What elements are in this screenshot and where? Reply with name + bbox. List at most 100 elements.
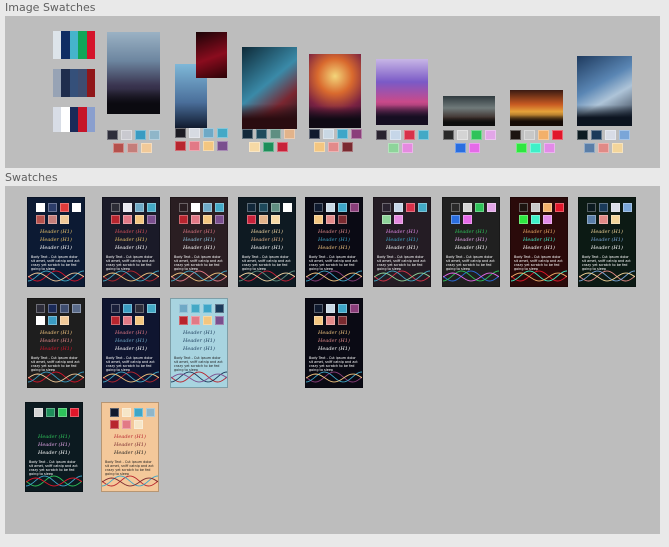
color-chip[interactable] — [487, 203, 496, 212]
extracted-swatch[interactable] — [217, 128, 228, 138]
color-chip[interactable] — [48, 316, 57, 325]
color-chip[interactable] — [58, 408, 67, 417]
color-chip[interactable] — [314, 304, 323, 313]
color-chip[interactable] — [111, 304, 120, 313]
extracted-swatch[interactable] — [175, 141, 186, 151]
color-chip[interactable] — [543, 203, 552, 212]
extracted-swatch[interactable] — [351, 129, 362, 139]
color-chip[interactable] — [60, 215, 69, 224]
color-chip[interactable] — [283, 203, 292, 212]
extracted-swatch[interactable] — [217, 141, 228, 151]
swatch-card[interactable]: Header (H1) Header (H1) Header (H1) Body Te… — [102, 197, 160, 287]
color-chip[interactable] — [147, 304, 156, 313]
extracted-swatch[interactable] — [342, 142, 353, 152]
color-chip[interactable] — [587, 215, 596, 224]
color-chip[interactable] — [611, 215, 620, 224]
extracted-swatch[interactable] — [418, 130, 429, 140]
color-chip[interactable] — [111, 215, 120, 224]
color-chip[interactable] — [418, 203, 427, 212]
color-chip[interactable] — [463, 203, 472, 212]
color-chip[interactable] — [134, 408, 143, 417]
color-chip[interactable] — [60, 316, 69, 325]
swatch-card[interactable]: Header (H1) Header (H1) Header (H1) Body Te… — [442, 197, 500, 287]
extracted-swatch[interactable] — [529, 143, 541, 153]
color-chip[interactable] — [451, 203, 460, 212]
color-chip[interactable] — [179, 304, 188, 313]
color-chip[interactable] — [36, 304, 45, 313]
extracted-swatch[interactable] — [543, 143, 555, 153]
color-chip[interactable] — [338, 316, 347, 325]
source-image[interactable] — [196, 32, 227, 78]
source-image[interactable] — [242, 47, 297, 129]
extracted-swatch[interactable] — [262, 142, 274, 152]
color-chip[interactable] — [60, 203, 69, 212]
swatch-card[interactable]: Header (H1) Header (H1) Header (H1) Body Te… — [373, 197, 431, 287]
color-chip[interactable] — [123, 304, 132, 313]
color-chip[interactable] — [123, 316, 132, 325]
color-chip[interactable] — [191, 316, 200, 325]
color-chip[interactable] — [147, 215, 156, 224]
extracted-swatch[interactable] — [107, 130, 118, 140]
extracted-swatch[interactable] — [443, 130, 454, 140]
extracted-swatch[interactable] — [242, 129, 253, 139]
color-chip[interactable] — [543, 215, 552, 224]
color-chip[interactable] — [123, 203, 132, 212]
color-chip[interactable] — [531, 203, 540, 212]
source-image[interactable] — [510, 90, 563, 126]
color-chip[interactable] — [179, 316, 188, 325]
extracted-swatch[interactable] — [388, 143, 399, 153]
color-chip[interactable] — [135, 215, 144, 224]
source-image[interactable] — [443, 96, 495, 126]
extracted-swatch[interactable] — [323, 129, 334, 139]
extracted-swatch[interactable] — [469, 143, 480, 153]
extracted-swatch[interactable] — [121, 130, 132, 140]
color-chip[interactable] — [179, 215, 188, 224]
color-chip[interactable] — [34, 408, 43, 417]
extracted-swatch[interactable] — [583, 143, 595, 153]
color-chip[interactable] — [519, 203, 528, 212]
extracted-swatch[interactable] — [203, 128, 214, 138]
swatch-card[interactable]: Header (H1) Header (H1) Header (H1) Body Te… — [170, 298, 228, 388]
color-chip[interactable] — [599, 215, 608, 224]
color-chip[interactable] — [531, 215, 540, 224]
color-chip[interactable] — [135, 203, 144, 212]
extracted-swatch[interactable] — [140, 143, 152, 153]
color-chip[interactable] — [215, 203, 224, 212]
color-chip[interactable] — [623, 203, 632, 212]
color-chip[interactable] — [451, 215, 460, 224]
source-image[interactable] — [577, 56, 632, 126]
color-chip[interactable] — [350, 203, 359, 212]
extracted-swatch[interactable] — [538, 130, 549, 140]
color-chip[interactable] — [215, 316, 224, 325]
color-chip[interactable] — [314, 215, 323, 224]
color-chip[interactable] — [463, 215, 472, 224]
extracted-swatch[interactable] — [510, 130, 521, 140]
color-chip[interactable] — [326, 316, 335, 325]
swatch-card[interactable]: Header (H1) Header (H1) Header (H1) Body Te… — [27, 298, 85, 388]
swatch-card[interactable]: Header (H1) Header (H1) Header (H1) Body Te… — [578, 197, 636, 287]
color-chip[interactable] — [382, 203, 391, 212]
color-chip[interactable] — [338, 304, 347, 313]
color-chip[interactable] — [271, 215, 280, 224]
color-chip[interactable] — [123, 215, 132, 224]
color-chip[interactable] — [259, 203, 268, 212]
color-chip[interactable] — [555, 203, 564, 212]
color-chip[interactable] — [247, 215, 256, 224]
color-chip[interactable] — [48, 215, 57, 224]
color-chip[interactable] — [110, 420, 119, 429]
color-chip[interactable] — [36, 215, 45, 224]
extracted-swatch[interactable] — [189, 128, 200, 138]
swatch-card[interactable]: Header (H1) Header (H1) Header (H1) Body Te… — [305, 298, 363, 388]
extracted-swatch[interactable] — [112, 143, 124, 153]
extracted-swatch[interactable] — [457, 130, 468, 140]
extracted-swatch[interactable] — [611, 143, 623, 153]
color-chip[interactable] — [48, 304, 57, 313]
color-chip[interactable] — [122, 408, 131, 417]
color-chip[interactable] — [314, 316, 323, 325]
palette-strip[interactable] — [53, 69, 96, 97]
extracted-swatch[interactable] — [309, 129, 320, 139]
color-chip[interactable] — [203, 316, 212, 325]
source-image[interactable] — [309, 54, 361, 128]
color-chip[interactable] — [247, 203, 256, 212]
color-chip[interactable] — [46, 408, 55, 417]
